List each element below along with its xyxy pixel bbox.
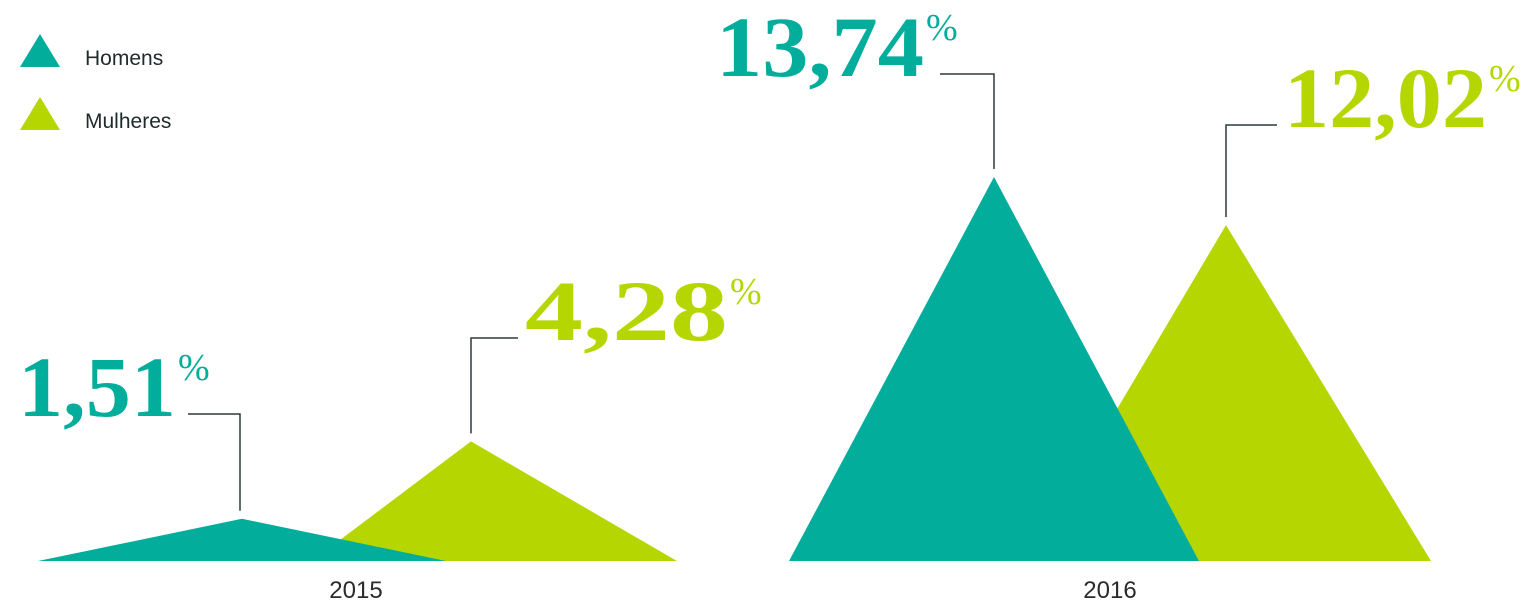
leader-line-homens-2015	[188, 413, 241, 511]
legend-marker-homens	[20, 34, 60, 67]
year-label-2016: 2016	[1083, 577, 1136, 604]
legend-marker-mulheres	[20, 97, 60, 130]
leader-line-homens-2016	[940, 73, 995, 169]
data-label-homens-2016: 13,74	[716, 0, 924, 95]
data-label-unit-homens-2016: %	[926, 7, 958, 49]
legend: Homens Mulheres	[20, 34, 171, 133]
year-labels: 2015 2016	[329, 577, 1136, 604]
data-label-unit-mulheres-2015: %	[730, 271, 762, 313]
peak-homens-2016	[789, 177, 1199, 561]
year-label-2015: 2015	[329, 577, 382, 604]
legend-label-homens: Homens	[85, 47, 163, 70]
data-label-mulheres-2015: 4,28	[525, 263, 728, 359]
data-label-mulheres-2016: 12,02	[1284, 50, 1487, 146]
chart-marks: 1,51 %4,28 %13,74 %12,02%	[18, 0, 1521, 561]
peak-homens-2015	[38, 518, 446, 561]
leader-line-mulheres-2015	[470, 337, 518, 434]
peak-mulheres-2015	[312, 441, 677, 561]
data-label-unit-mulheres-2016: %	[1489, 58, 1521, 100]
legend-label-mulheres: Mulheres	[85, 110, 171, 133]
data-label-unit-homens-2015: %	[178, 347, 210, 389]
leader-line-mulheres-2016	[1225, 124, 1277, 218]
data-label-homens-2015: 1,51	[18, 339, 176, 435]
